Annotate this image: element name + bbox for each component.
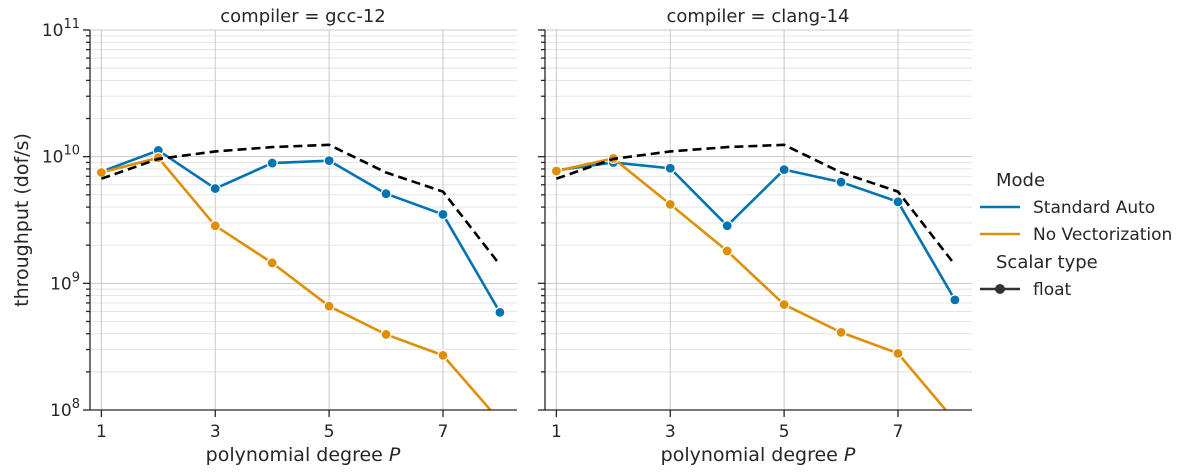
x-axis-title-gcc: polynomial degree P: [206, 444, 401, 466]
axes-clang: 1 3 5 7: [538, 29, 972, 442]
y-tick-label: 1011: [42, 17, 80, 41]
no-vectorization-point: [209, 220, 221, 232]
series-layer-clang: [550, 143, 961, 426]
no-vectorization-point: [892, 347, 904, 359]
panel-clang: compiler = clang-14 1 3 5 7 polynomial degr…: [538, 6, 972, 466]
no-vectorization-point: [778, 298, 790, 311]
standard-auto-point: [494, 306, 506, 318]
y-tick-label: 109: [50, 270, 80, 294]
x-tick-label: 3: [210, 422, 221, 442]
panel-gcc: compiler = gcc-12 108 109 1010 1011 1 3 5 7 pol…: [42, 6, 517, 466]
x-tick-label: 7: [893, 422, 904, 442]
no-vectorization-point: [835, 326, 847, 338]
no-vectorization-point: [95, 166, 107, 179]
standard-auto-point: [266, 157, 278, 169]
standard-auto-point: [380, 188, 392, 200]
x-tick-label: 1: [551, 422, 562, 442]
grid-clang: [545, 29, 972, 411]
no-vectorization-point: [550, 165, 562, 177]
x-tick-label: 5: [324, 422, 335, 442]
no-vectorization-point: [323, 300, 335, 312]
legend-label-float: float: [1033, 280, 1072, 300]
x-tick-label: 1: [96, 422, 107, 442]
x-axis-title-text: polynomial degree: [661, 444, 844, 466]
y-tick-label: 1010: [42, 144, 80, 168]
x-axis-title-symbol: P: [844, 444, 856, 466]
no-vectorization-point: [495, 416, 505, 426]
standard-auto-point: [778, 164, 790, 176]
standard-auto-line-clang: [556, 161, 957, 301]
legend-marker-float: [995, 284, 1005, 294]
x-axis-title-symbol: P: [389, 444, 401, 466]
standard-auto-point: [664, 162, 676, 174]
no-vectorization-point: [664, 198, 676, 210]
series-layer-gcc: [95, 143, 506, 426]
x-tick-label: 7: [438, 422, 449, 442]
legend-label-no-vectorization: No Vectorization: [1033, 225, 1172, 245]
legend-title-scalar-type: Scalar type: [996, 252, 1098, 273]
reference-dashed-line-gcc: [100, 143, 501, 266]
standard-auto-point: [437, 208, 449, 221]
standard-auto-point: [721, 220, 733, 232]
legend: Mode Standard Auto No Vectorization Scal…: [980, 170, 1172, 300]
no-vectorization-point: [380, 328, 392, 341]
standard-auto-point: [209, 182, 221, 195]
standard-auto-point: [835, 176, 847, 188]
no-vectorization-line-clang: [556, 157, 948, 410]
standard-auto-point: [949, 294, 961, 306]
legend-title-mode: Mode: [996, 170, 1045, 191]
x-axis-title-clang: polynomial degree P: [661, 444, 856, 466]
standard-auto-point: [323, 155, 335, 167]
y-axis-title: throughput (dof/s): [11, 133, 33, 307]
grid-gcc: [90, 29, 517, 411]
no-vectorization-point: [721, 245, 733, 257]
legend-label-standard-auto: Standard Auto: [1033, 198, 1155, 218]
x-tick-label: 5: [779, 422, 790, 442]
x-tick-label: 3: [665, 422, 676, 442]
x-axis-title-text: polynomial degree: [206, 444, 389, 466]
no-vectorization-line-gcc: [101, 156, 493, 410]
reference-dashed-line-clang: [555, 143, 956, 266]
panel-title-clang: compiler = clang-14: [666, 6, 849, 27]
axes-gcc: 108 109 1010 1011 1 3 5 7: [42, 17, 517, 442]
no-vectorization-point: [266, 257, 278, 269]
standard-auto-line-gcc: [100, 149, 502, 314]
panel-title-gcc: compiler = gcc-12: [220, 6, 386, 27]
standard-auto-point: [892, 196, 904, 208]
no-vectorization-point: [437, 349, 449, 361]
y-tick-label: 108: [50, 397, 80, 421]
no-vectorization-point: [950, 416, 960, 426]
